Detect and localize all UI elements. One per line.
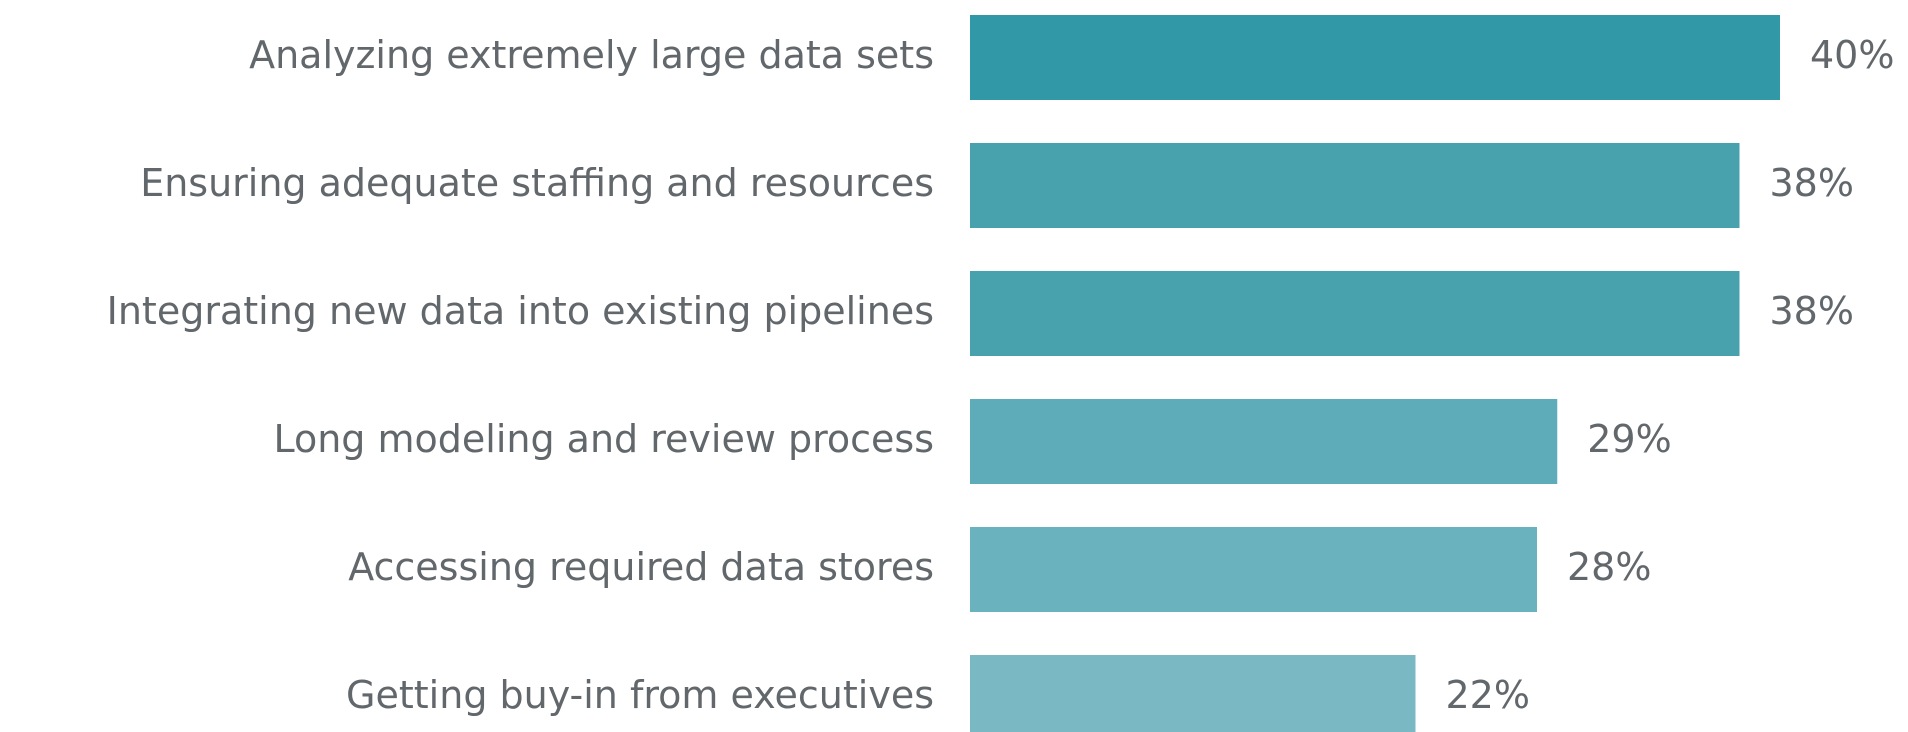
category-label: Long modeling and review process [273,417,934,461]
bar [970,15,1780,100]
value-label: 28% [1567,545,1651,589]
bar [970,143,1740,228]
value-label: 38% [1770,161,1854,205]
value-label: 40% [1810,33,1894,77]
value-label: 29% [1587,417,1671,461]
bar [970,271,1740,356]
value-label: 22% [1446,673,1530,717]
category-label: Ensuring adequate staffing and resources [140,161,934,205]
category-label: Getting buy-in from executives [346,673,934,717]
category-label: Analyzing extremely large data sets [249,33,934,77]
bar [970,399,1558,484]
category-label: Accessing required data stores [348,545,934,589]
value-label: 38% [1770,289,1854,333]
category-label: Integrating new data into existing pipel… [107,289,934,333]
bar [970,655,1416,732]
bar [970,527,1537,612]
